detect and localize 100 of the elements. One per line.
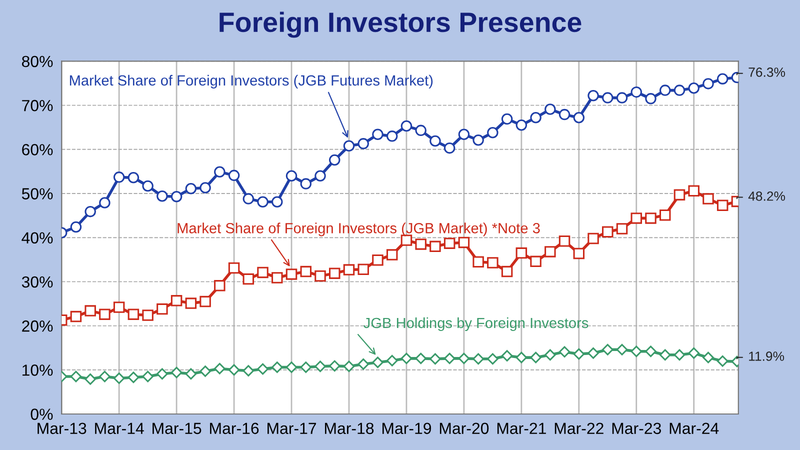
point xyxy=(602,226,614,238)
point xyxy=(444,238,456,249)
point xyxy=(415,124,426,136)
x-tick-label: Mar-23 xyxy=(612,422,661,434)
point xyxy=(630,212,642,224)
y-tick-label: 0% xyxy=(30,408,53,420)
point xyxy=(328,154,340,166)
x-tick-label: Mar-19 xyxy=(382,422,432,434)
series-label: JGB Holdings by Foreign Investors xyxy=(364,317,588,332)
point xyxy=(688,82,700,94)
point xyxy=(242,365,254,376)
point xyxy=(516,352,528,364)
point xyxy=(314,170,326,182)
point xyxy=(185,298,197,309)
x-tick-label: Mar-14 xyxy=(95,422,144,434)
point xyxy=(271,362,283,373)
point xyxy=(716,200,728,212)
point xyxy=(228,170,240,182)
point xyxy=(300,362,312,373)
point xyxy=(544,104,556,115)
point xyxy=(516,120,528,131)
point xyxy=(343,140,355,152)
point xyxy=(659,349,671,361)
data-label: 76.3% xyxy=(748,68,786,77)
x-tick-label: Mar-18 xyxy=(325,422,374,434)
point xyxy=(573,348,585,360)
point xyxy=(257,363,268,375)
point xyxy=(257,266,268,278)
point xyxy=(645,93,656,104)
point xyxy=(688,185,700,196)
point xyxy=(530,256,542,268)
x-tick-label: Mar-17 xyxy=(268,422,316,434)
point xyxy=(558,108,570,120)
point xyxy=(343,360,355,372)
point xyxy=(200,182,211,194)
x-tick-label: Mar-16 xyxy=(210,422,259,434)
point xyxy=(430,240,441,252)
x-tick-label: Mar-21 xyxy=(497,422,546,434)
point xyxy=(257,196,268,208)
point xyxy=(170,190,182,202)
data-label: 48.2% xyxy=(748,191,786,201)
point xyxy=(616,223,628,234)
y-tick-label: 30% xyxy=(22,276,53,288)
x-tick-label: Mar-13 xyxy=(38,422,86,434)
point xyxy=(99,197,110,208)
point xyxy=(501,350,513,362)
point xyxy=(588,347,599,359)
point xyxy=(487,127,498,138)
point xyxy=(659,84,671,96)
point xyxy=(716,355,728,367)
point xyxy=(300,266,312,278)
point xyxy=(544,246,556,258)
point xyxy=(645,212,656,224)
point xyxy=(300,178,312,190)
point xyxy=(530,352,542,364)
point xyxy=(659,209,671,221)
point xyxy=(472,353,484,365)
point xyxy=(544,349,556,361)
point xyxy=(645,346,656,358)
point xyxy=(228,364,240,376)
point xyxy=(558,236,570,247)
point xyxy=(70,221,82,233)
point xyxy=(487,257,498,268)
point xyxy=(702,78,714,90)
point xyxy=(170,295,182,306)
point xyxy=(386,249,398,260)
point xyxy=(602,92,614,104)
point xyxy=(185,183,197,194)
point xyxy=(358,358,370,370)
point xyxy=(472,134,484,146)
y-tick-label: 80% xyxy=(22,56,53,68)
y-tick-label: 60% xyxy=(22,144,53,156)
point xyxy=(242,273,254,285)
point xyxy=(328,268,340,279)
point xyxy=(358,138,369,150)
point xyxy=(214,280,226,292)
text: Market Share of Foreign Investors (JGB Futures Market) xyxy=(70,74,433,88)
point xyxy=(573,112,585,124)
x-tick-label: Mar-15 xyxy=(152,422,202,434)
point xyxy=(113,372,125,384)
point xyxy=(128,172,140,184)
point xyxy=(630,86,642,98)
point xyxy=(286,170,298,182)
point xyxy=(84,305,96,316)
point xyxy=(415,352,427,364)
x-tick-label: Mar-20 xyxy=(440,422,489,434)
point xyxy=(185,368,197,380)
point xyxy=(142,310,154,321)
point xyxy=(228,262,240,274)
point xyxy=(674,349,686,361)
point xyxy=(501,113,513,125)
point xyxy=(472,256,484,268)
point xyxy=(558,346,570,358)
point xyxy=(386,354,398,366)
point xyxy=(272,196,283,208)
point xyxy=(156,190,168,202)
point xyxy=(415,238,426,250)
point xyxy=(616,92,628,104)
y-tick-label: 20% xyxy=(22,320,53,332)
point xyxy=(343,264,355,276)
